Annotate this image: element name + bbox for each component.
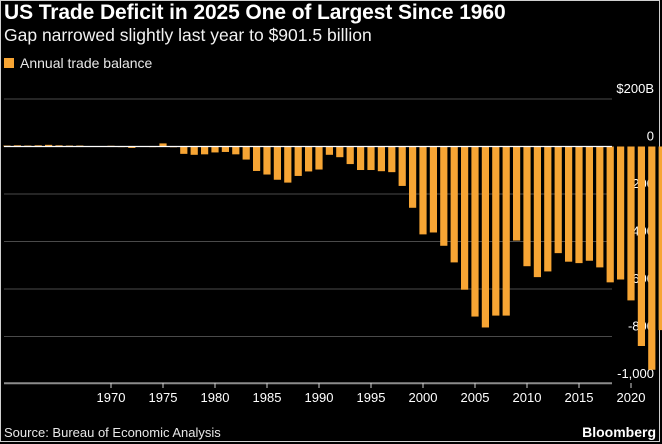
x-tick-label: 1990 [305, 390, 334, 405]
bar [502, 146, 510, 316]
y-tick-label: 0 [647, 129, 654, 144]
bar [377, 146, 385, 172]
bar [159, 143, 167, 147]
chart-title: US Trade Deficit in 2025 One of Largest … [4, 1, 506, 24]
legend: Annual trade balance [4, 55, 152, 71]
bar [606, 146, 614, 283]
bloomberg-logo: Bloomberg [582, 424, 656, 440]
x-tick-label: 2020 [617, 390, 646, 405]
bar [294, 146, 302, 176]
bar [617, 146, 625, 280]
bar [336, 146, 344, 158]
bar [658, 146, 662, 331]
x-tick-label: 2010 [513, 390, 542, 405]
x-tick-label: 1980 [201, 390, 230, 405]
bar [409, 146, 417, 208]
bar [325, 146, 333, 155]
y-tick-label: -1,000 [617, 366, 654, 381]
bar [367, 146, 375, 171]
x-tick-label: 1975 [149, 390, 178, 405]
legend-label: Annual trade balance [20, 55, 153, 71]
bar [284, 146, 292, 183]
bar [513, 146, 521, 241]
bar [232, 146, 240, 155]
bar [128, 146, 136, 148]
bar [398, 146, 406, 186]
bar [492, 146, 500, 316]
legend-swatch [4, 58, 14, 68]
bar [565, 146, 573, 262]
bar [429, 146, 437, 233]
bar [627, 146, 635, 301]
bar [554, 146, 562, 254]
bar [471, 146, 479, 317]
bar [305, 146, 313, 172]
bar [221, 146, 229, 152]
bar [346, 146, 354, 165]
bar [201, 146, 209, 155]
bar [190, 146, 198, 155]
x-tick-label: 1970 [97, 390, 126, 405]
bar [544, 146, 552, 272]
bar [419, 146, 427, 235]
bar [242, 146, 250, 160]
bar [575, 146, 583, 264]
x-tick-label: 2000 [409, 390, 438, 405]
bar [440, 146, 448, 246]
x-tick-label: 1985 [253, 390, 282, 405]
bar [481, 146, 489, 328]
x-tick-label: 2015 [565, 390, 594, 405]
bar [180, 146, 188, 154]
bar [253, 146, 261, 171]
bar [357, 146, 365, 171]
bar [273, 146, 281, 180]
bar [388, 146, 396, 173]
y-tick-label: $200B [616, 81, 654, 96]
x-tick-label: 2005 [461, 390, 490, 405]
bar [263, 146, 271, 175]
bar [45, 144, 53, 147]
chart-subtitle: Gap narrowed slightly last year to $901.… [4, 25, 372, 45]
bar [461, 146, 469, 290]
bar [585, 146, 593, 261]
x-tick-label: 1995 [357, 390, 386, 405]
bar [533, 146, 541, 278]
bar [648, 146, 656, 370]
bar [315, 146, 323, 170]
bar [211, 146, 219, 153]
bar [637, 146, 645, 346]
bar [596, 146, 604, 268]
bar [523, 146, 531, 267]
bar [450, 146, 458, 263]
source-note: Source: Bureau of Economic Analysis [4, 425, 221, 440]
